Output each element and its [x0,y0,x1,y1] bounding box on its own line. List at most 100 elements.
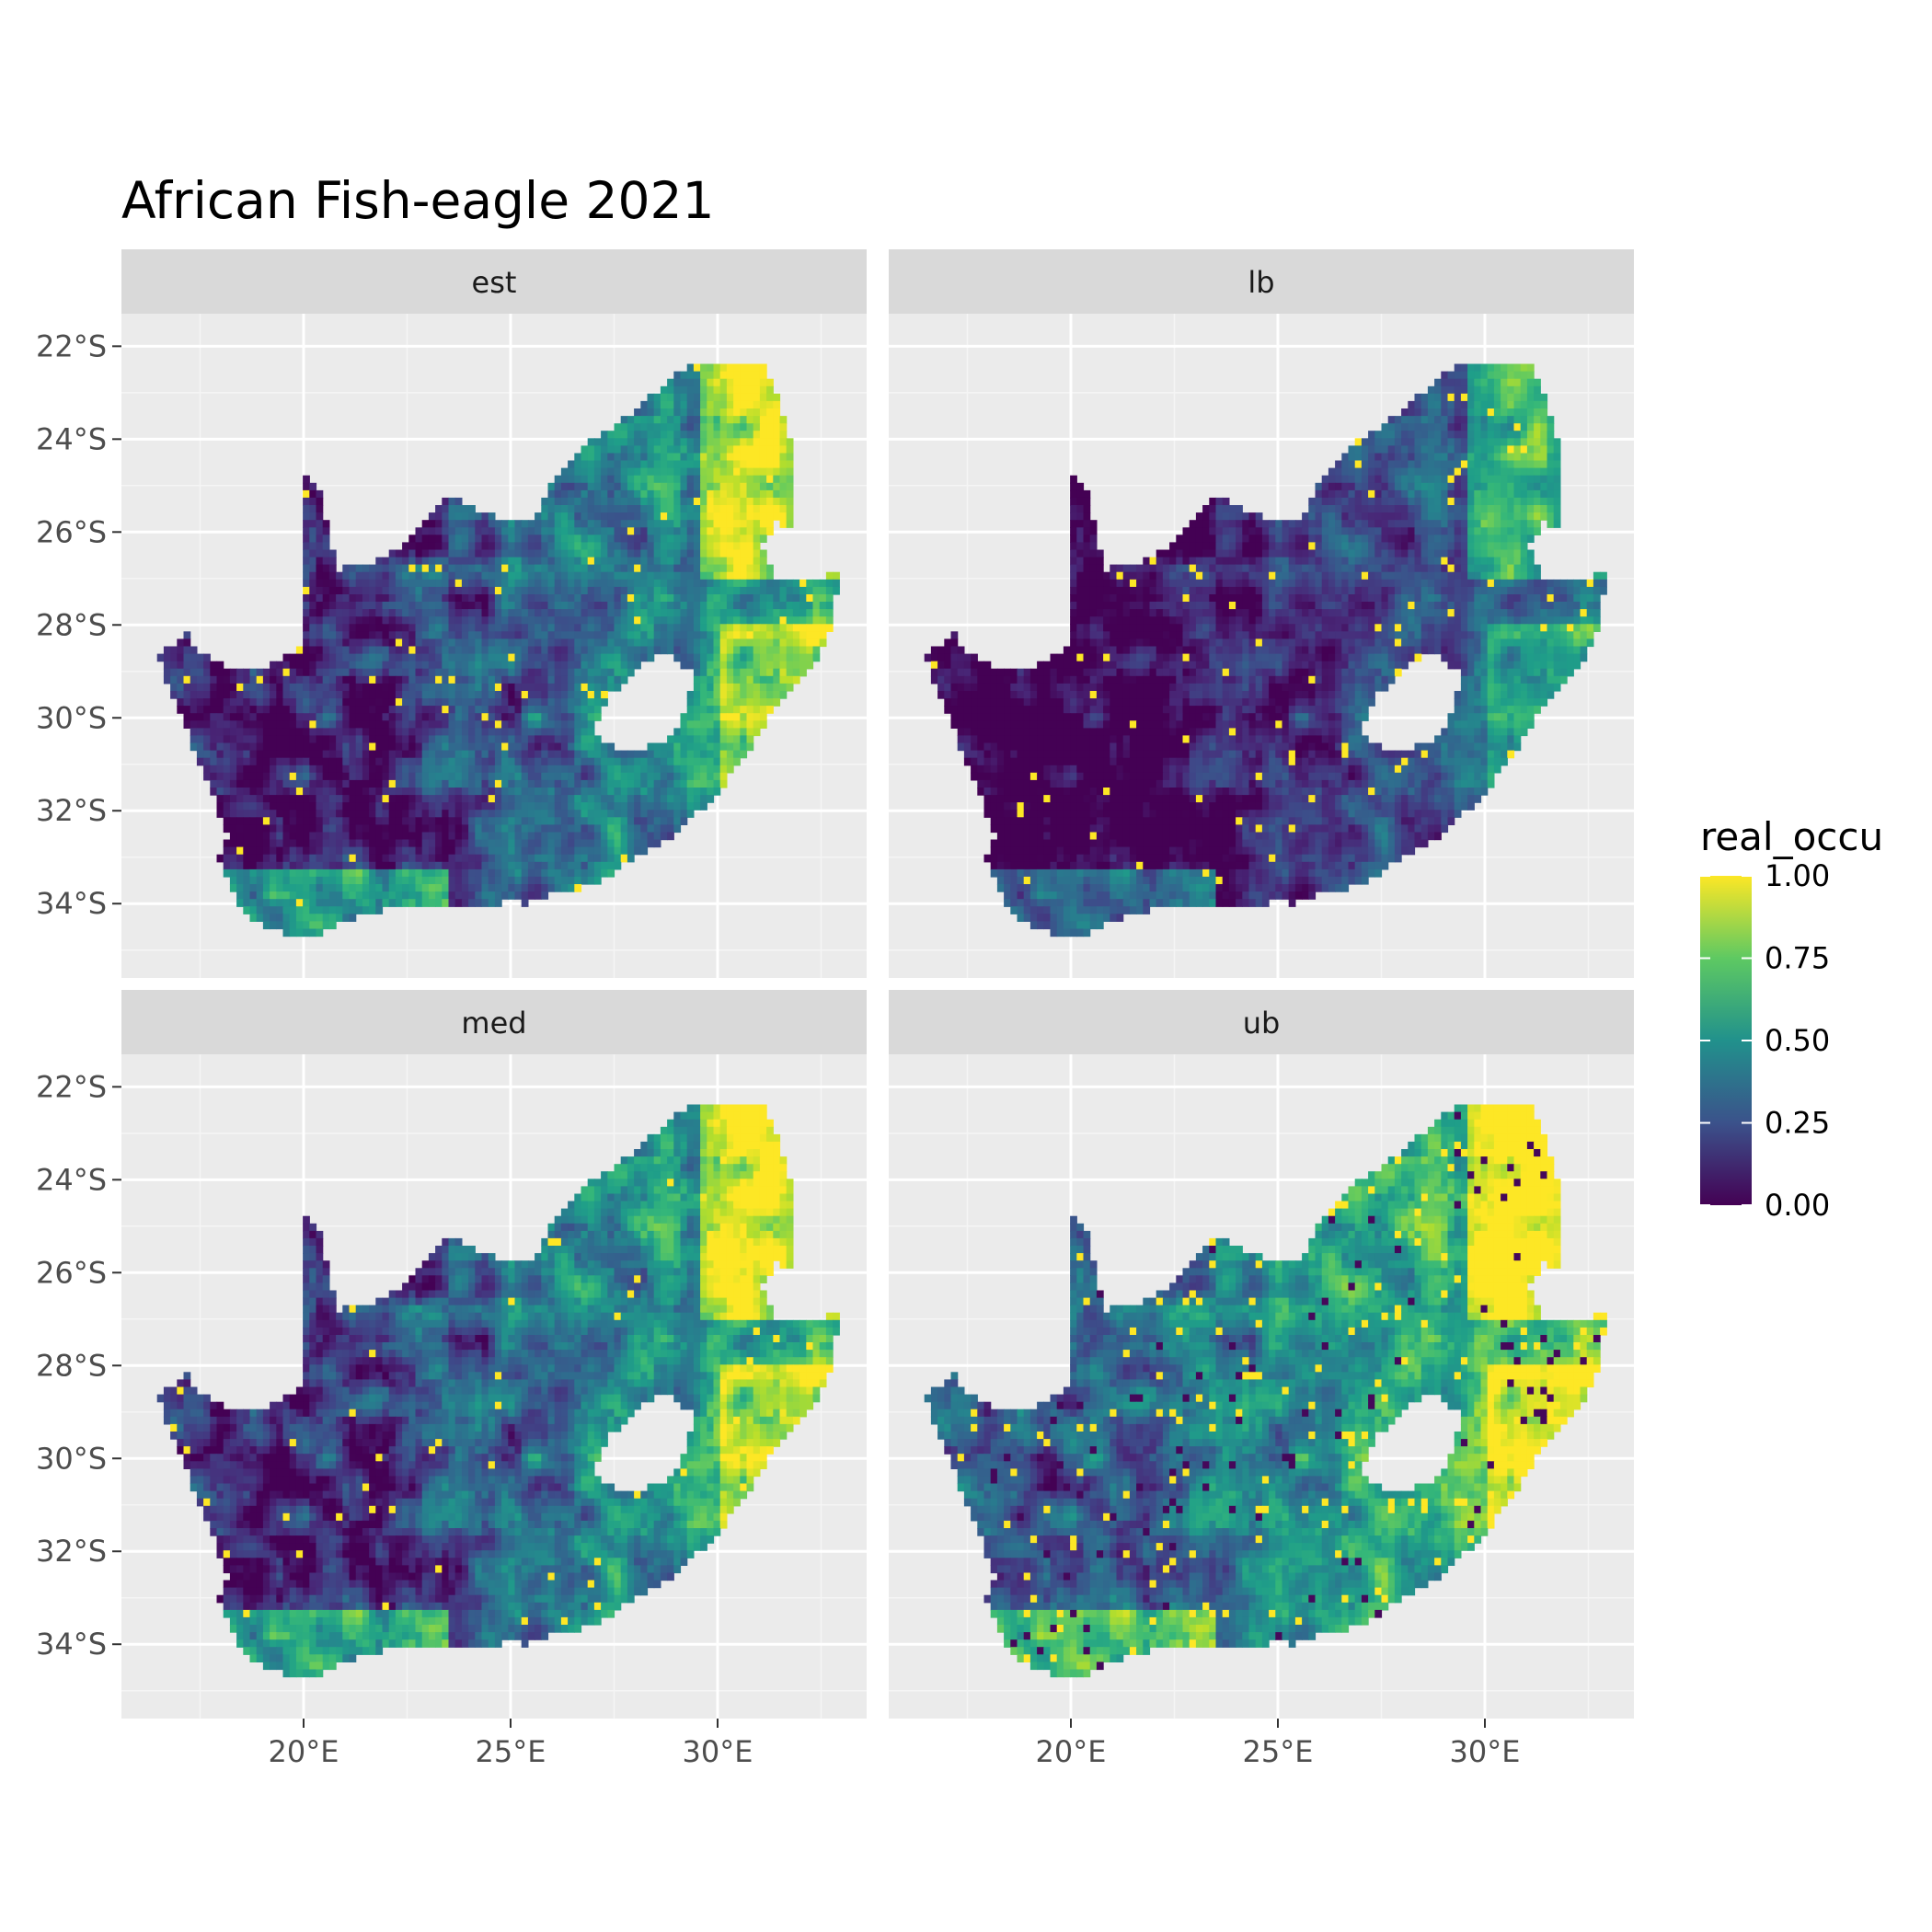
raster-cell [309,586,317,595]
raster-cell [554,616,562,625]
raster-cell [1520,393,1528,402]
raster-cell [415,579,423,588]
raster-cell [408,795,417,803]
raster-cell [547,713,556,721]
raster-cell [707,371,715,380]
raster-cell [700,535,707,543]
raster-cell [541,824,549,834]
raster-cell [547,549,556,558]
raster-cell [587,482,595,491]
raster-cell [733,445,741,454]
raster-cell [568,527,575,535]
raster-cell [488,757,496,766]
raster-cell [627,475,635,484]
raster-cell [1493,453,1501,462]
raster-cell [442,839,450,848]
raster-cell [270,802,277,811]
raster-cell [289,779,297,788]
raster-cell [581,535,589,543]
raster-cell [719,691,728,699]
raster-cell [541,698,549,707]
raster-cell [700,698,707,707]
raster-cell [554,646,562,655]
raster-cell [488,750,496,759]
raster-cell [1501,393,1508,402]
raster-cell [759,489,767,499]
raster-cell [667,772,674,781]
raster-cell [627,489,635,499]
raster-cell [1534,393,1541,402]
raster-cell [686,535,695,543]
raster-cell [395,868,403,878]
raster-cell [402,868,409,878]
raster-cell [342,609,351,617]
raster-cell [442,772,450,781]
raster-cell [640,467,649,477]
raster-cell [753,675,761,684]
raster-cell [773,609,781,617]
raster-cell [700,475,707,484]
raster-cell [713,616,721,625]
raster-cell [243,861,251,870]
raster-cell [680,609,688,617]
raster-cell [759,438,767,446]
raster-cell [587,535,595,543]
raster-cell [475,602,483,610]
raster-cell [574,735,582,744]
raster-cell [733,363,741,373]
raster-cell [627,453,635,462]
raster-cell [355,891,363,900]
raster-cell [249,698,258,707]
raster-cell [262,839,270,848]
raster-cell [435,631,443,639]
raster-cell [634,535,641,543]
raster-cell [1513,489,1522,499]
raster-cell [328,779,337,788]
raster-cell [627,757,635,766]
raster-cell [448,832,456,841]
raster-cell [667,400,674,409]
raster-cell [686,400,695,409]
raster-cell [627,527,635,535]
raster-cell [1507,408,1515,417]
raster-cell [713,742,721,752]
raster-cell [276,742,284,752]
raster-cell [336,571,343,581]
raster-cell [203,706,211,714]
raster-cell [766,564,774,573]
raster-cell [362,675,370,684]
raster-cell [295,765,304,774]
raster-cell [719,475,728,484]
raster-cell [1387,460,1396,469]
raster-cell [1427,431,1435,439]
raster-cell [726,706,734,714]
raster-cell [1401,423,1409,431]
raster-cell [547,602,556,610]
raster-cell [627,416,635,424]
raster-cell [1520,371,1528,380]
raster-cell [607,564,615,573]
raster-cell [448,861,456,870]
raster-cell [289,817,297,825]
raster-cell [686,653,695,662]
raster-cell [686,779,695,788]
raster-cell [196,720,204,729]
raster-cell [607,438,615,446]
raster-cell [508,846,516,856]
raster-cell [481,535,489,543]
raster-cell [249,846,258,856]
raster-cell [713,416,721,424]
raster-cell [1447,460,1455,469]
raster-cell [1361,482,1369,491]
raster-cell [581,460,589,469]
raster-cell [355,817,363,825]
raster-cell [527,742,535,752]
raster-cell [779,505,788,513]
raster-cell [442,832,450,841]
raster-cell [634,624,641,632]
raster-cell [779,416,788,424]
raster-cell [1513,378,1522,387]
raster-cell [614,602,622,610]
raster-cell [601,609,608,617]
raster-cell [686,571,695,581]
